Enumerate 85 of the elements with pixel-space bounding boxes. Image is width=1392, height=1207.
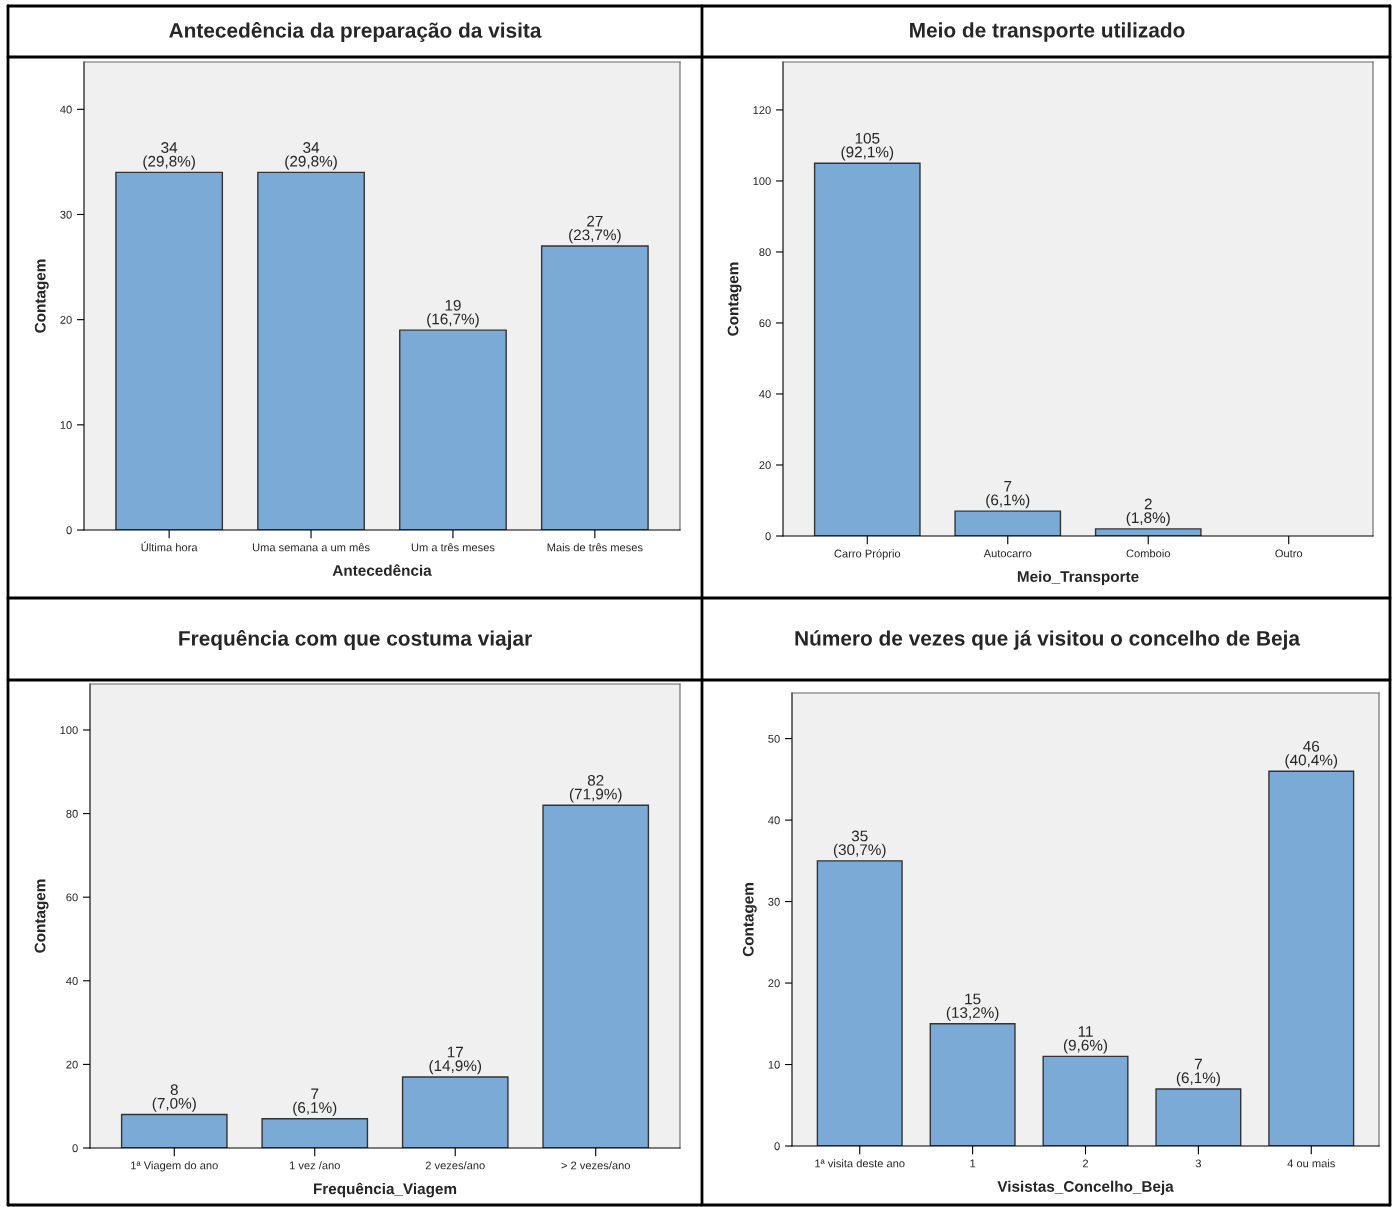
chart-title: Meio de transporte utilizado [910,22,1185,42]
x-axis-title: Meio_Transporte [1017,570,1139,586]
data-label: 34 (29,8%) [143,142,195,170]
y-tick-label: 100 [753,177,771,186]
x-tick-label: 2 [1082,1159,1089,1168]
data-label: 34 (29,8%) [285,142,337,170]
data-label: 35 (30,7%) [833,830,886,859]
x-tick-label: > 2 vezes/ano [561,1161,630,1170]
bar [813,162,921,536]
y-tick-label: 80 [66,809,78,818]
data-label: 46 (40,4%) [1285,740,1338,769]
bar [261,1118,369,1148]
chart-title: Frequência com que costuma viajar [179,630,532,650]
y-tick-label: 40 [768,816,780,825]
y-tick-label: 40 [66,977,78,985]
y-tick-label: 60 [66,893,78,902]
y-tick-label: 30 [60,210,72,219]
y-tick-label: 20 [768,979,780,988]
bar [120,1113,228,1148]
chart-title: Número de vezes que já visitou o concelho de Beja [795,630,1301,650]
x-tick-label: Mais de três meses [547,543,643,552]
data-label: 7 (6,1%) [1176,1058,1220,1087]
x-tick-label: Carro Próprio [834,549,901,560]
x-tick-label: 2 vezes/ano [425,1161,485,1170]
y-tick-label: 60 [759,319,771,328]
y-tick-label: 40 [60,105,72,114]
bar [257,171,365,530]
x-tick-label: 1 vez /ano [289,1161,340,1170]
y-tick-label: 20 [66,1060,78,1069]
x-axis-title: Visistas_Concelho_Beja [997,1180,1174,1195]
y-axis-title: Contagem [742,883,757,957]
data-label: 2 (1,8%) [1126,498,1170,527]
bar [540,245,649,530]
bar [401,1076,509,1148]
x-axis-title: Antecedência [332,564,432,576]
x-tick-label: 1 [970,1159,976,1168]
y-tick-label: 0 [66,526,72,535]
data-label: 11 (9,6%) [1063,1026,1108,1054]
y-tick-label: 20 [60,315,72,324]
y-axis-title: Contagem [34,879,49,953]
x-tick-label: 3 [1195,1159,1201,1168]
x-tick-label: 4 ou mais [1287,1159,1335,1168]
y-tick-label: 0 [72,1144,78,1153]
data-label: 82 (71,9%) [569,774,622,803]
y-tick-label: 10 [60,421,72,429]
x-tick-label: Comboio [1126,549,1171,558]
y-axis-title: Contagem [34,259,49,333]
x-tick-label: Última hora [141,541,198,552]
bar [954,510,1062,536]
y-tick-label: 30 [768,897,780,906]
chart-title: Antecedência da preparação da visita [169,22,542,42]
bar [1268,770,1355,1146]
y-tick-label: 50 [768,734,780,743]
x-axis-title: Frequência_Viagem [313,1182,457,1198]
x-tick-label: 1ª visita deste ano [815,1159,905,1168]
y-tick-label: 0 [774,1142,780,1151]
data-label: 7 (6,1%) [986,481,1030,509]
data-label: 8 (7,0%) [152,1084,196,1112]
x-tick-label: Outro [1275,549,1303,558]
bar [115,171,224,530]
x-tick-label: Uma semana a um mês [252,543,370,552]
y-axis-title: Contagem [727,262,742,336]
y-tick-label: 100 [60,726,78,735]
y-tick-label: 10 [768,1060,780,1069]
data-label: 19 (16,7%) [427,299,479,328]
data-label: 27 (23,7%) [569,215,621,244]
y-tick-label: 20 [759,461,771,470]
y-tick-label: 120 [753,106,771,115]
y-tick-label: 0 [765,532,771,541]
data-label: 15 (13,2%) [946,993,999,1021]
y-tick-label: 80 [759,248,771,257]
y-tick-label: 40 [759,390,771,399]
bar [1155,1088,1242,1146]
bar [1094,528,1202,536]
data-label: 7 (6,1%) [293,1088,337,1116]
bar [1042,1055,1129,1146]
x-tick-label: Autocarro [983,549,1032,558]
data-label: 17 (14,9%) [429,1046,482,1075]
bar [929,1023,1016,1146]
bar [542,804,650,1148]
bar [816,860,903,1146]
bar [399,329,507,530]
x-tick-label: 1ª Viagem do ano [131,1161,218,1172]
x-tick-label: Um a três meses [411,543,495,552]
data-label: 105 (92,1%) [841,132,894,161]
